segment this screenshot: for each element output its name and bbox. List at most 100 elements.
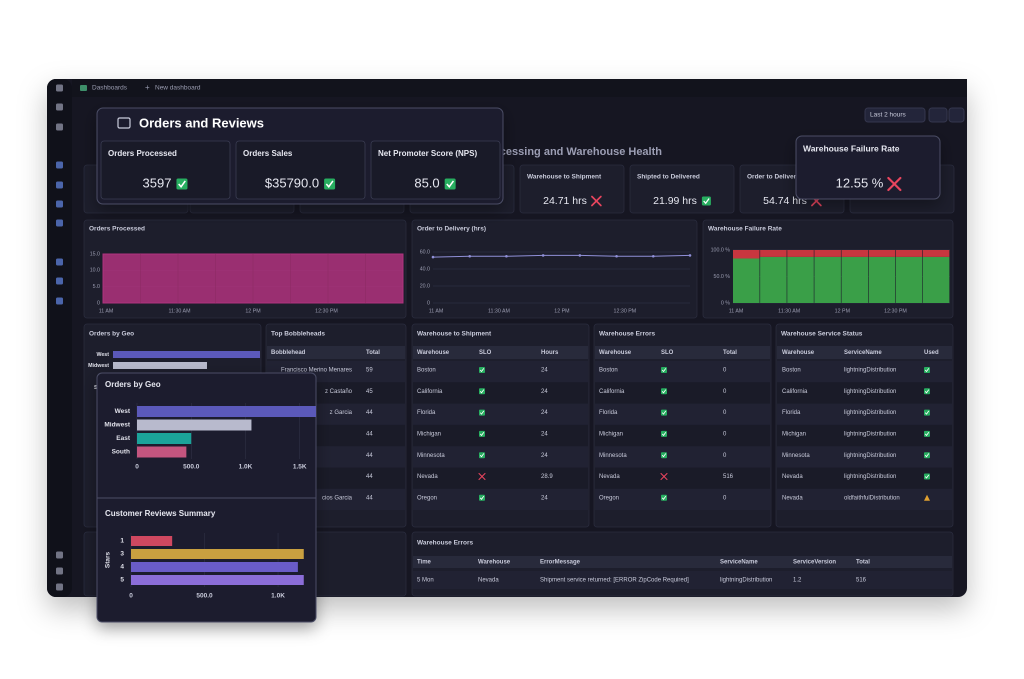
sidebar-icon[interactable] — [56, 84, 63, 92]
x-tick-label: 1.5K — [293, 464, 307, 471]
table-cell: lightningDistribution — [844, 389, 896, 395]
table-cell: 59 — [366, 368, 373, 374]
y-tick-label: 0 % — [721, 300, 730, 306]
table-row — [777, 467, 952, 489]
kpi-value: 54.74 hrs — [763, 195, 807, 207]
column-header: Total — [723, 350, 737, 356]
check-tick — [703, 198, 710, 205]
table-cell: 28.9 — [541, 474, 553, 480]
table-title: Warehouse Errors — [599, 331, 655, 338]
table-row — [595, 488, 770, 511]
popup-icon — [117, 117, 131, 129]
sidebar-icon[interactable] — [56, 200, 63, 208]
check-box — [661, 452, 667, 459]
check-box — [479, 388, 485, 395]
y-tick-label: 1 — [120, 538, 124, 545]
top-bar — [72, 79, 967, 97]
y-tick-label: 15.0 — [90, 251, 100, 257]
table-row — [413, 361, 588, 383]
table-row — [413, 467, 588, 489]
check-box — [324, 178, 336, 190]
table-cell: 0 — [723, 495, 727, 501]
column-header: Total — [856, 560, 870, 566]
table-row — [595, 403, 770, 425]
cross-icon — [478, 472, 486, 481]
sidebar-icon[interactable] — [56, 161, 63, 169]
sidebar-icon[interactable] — [56, 123, 63, 131]
bar-segment — [814, 256, 841, 303]
sidebar-icon[interactable] — [56, 258, 63, 266]
check-box — [176, 178, 188, 190]
refresh-button[interactable] — [928, 107, 948, 123]
y-tick-label: West — [96, 352, 109, 358]
chart-title: Warehouse Failure Rate — [708, 226, 782, 233]
bar-segment — [733, 250, 760, 259]
menu-button[interactable] — [948, 107, 965, 123]
table-row — [413, 446, 588, 468]
check-box — [924, 430, 930, 437]
table-cell: lightningDistribution — [844, 474, 896, 480]
cross-icon — [591, 195, 602, 207]
y-tick-label: West — [115, 408, 131, 415]
kpi-value: 3597 — [143, 175, 172, 190]
x-tick-label: 500.0 — [183, 464, 200, 471]
check-box — [661, 430, 667, 437]
sidebar-icon[interactable] — [56, 567, 63, 575]
table-cell: Francisco Merino Menares — [281, 368, 352, 374]
check-box — [924, 409, 930, 416]
sidebar-icon[interactable] — [56, 219, 63, 227]
table-cell: Oregon — [599, 495, 619, 501]
line-point — [651, 254, 655, 258]
table-cell: Nevada — [417, 474, 438, 480]
new-dashboard-button[interactable]: New dashboard — [155, 85, 201, 92]
table-cell: 24 — [541, 368, 548, 374]
check-icon — [661, 430, 667, 437]
line-point — [615, 254, 618, 258]
sidebar-icon[interactable] — [56, 297, 63, 305]
bar — [137, 419, 252, 431]
line — [432, 254, 691, 258]
bar — [131, 575, 304, 585]
table-cell: 44 — [366, 474, 373, 480]
column-header: ServiceVersion — [793, 560, 836, 566]
kpi-card — [370, 140, 501, 200]
table-cell: Minnesota — [417, 453, 445, 459]
table-cell: z Castaño — [325, 389, 353, 395]
bar-segment — [841, 250, 869, 257]
cross-icon — [887, 176, 902, 192]
bar — [137, 406, 316, 417]
check-tick — [661, 368, 667, 373]
column-header: SLO — [661, 350, 674, 356]
x-tick-label: 11:30 AM — [169, 308, 191, 314]
timeframe-button[interactable] — [864, 107, 926, 123]
check-icon — [479, 430, 485, 437]
sidebar-icon[interactable] — [56, 181, 63, 189]
table-cell: Boston — [417, 368, 436, 374]
table-cell: 44 — [366, 453, 373, 459]
table-row — [413, 424, 588, 447]
column-header: Hours — [541, 350, 559, 356]
bar-segment — [787, 256, 814, 303]
table-cell: 0 — [723, 453, 727, 459]
x-tick-label: 11 AM — [429, 308, 444, 314]
table-cell: 0 — [723, 368, 727, 374]
table-cell: Boston — [599, 368, 618, 374]
check-box — [479, 494, 485, 501]
sidebar-icon[interactable] — [56, 103, 63, 111]
sidebar-icon[interactable] — [56, 277, 63, 285]
check-tick — [924, 453, 930, 458]
table-cell: cios Garcia — [322, 495, 353, 501]
sidebar-icon[interactable] — [56, 583, 63, 591]
table-row — [777, 361, 952, 383]
column-header: ServiceName — [720, 560, 758, 566]
table-cell: lightningDistribution — [844, 453, 896, 459]
sidebar-icon[interactable] — [56, 551, 63, 559]
kpi-value: $35790.0 — [265, 175, 319, 190]
table-cell: California — [599, 389, 625, 395]
table-cell: lightningDistribution — [844, 410, 896, 416]
table-cell: 24 — [541, 453, 548, 459]
check-icon — [924, 367, 930, 373]
table-row — [413, 488, 588, 511]
line-point — [688, 254, 692, 257]
table-title: Warehouse Service Status — [781, 331, 863, 338]
